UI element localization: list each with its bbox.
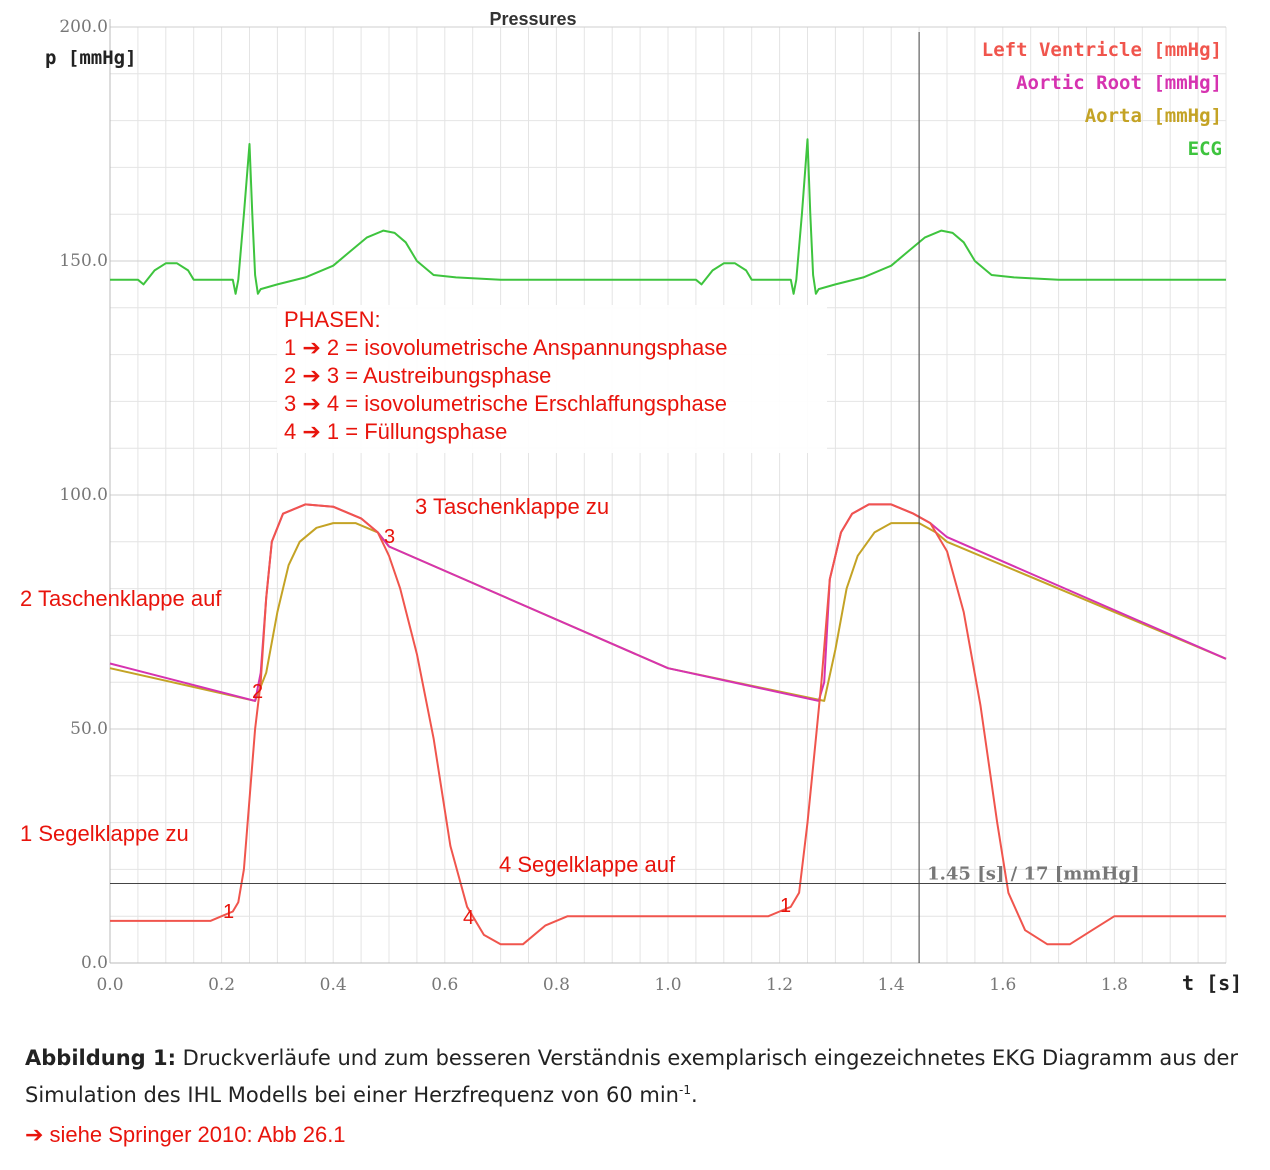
crosshair-cursor: 1.45 [s] / 17 [mmHg] <box>110 32 1226 963</box>
caption-text: Druckverläufe und zum besseren Verständn… <box>25 1046 1239 1107</box>
phases-line-3: 3 ➔ 4 = isovolumetrische Erschlaffungsph… <box>284 391 727 416</box>
cursor-readout: 1.45 [s] / 17 [mmHg] <box>927 863 1139 884</box>
axes <box>109 19 1226 964</box>
legend: Left Ventricle [mmHg] Aortic Root [mmHg] A… <box>982 39 1222 160</box>
legend-entry: Aorta [mmHg] <box>1085 105 1222 127</box>
point-marker-1a: 1 <box>223 901 234 923</box>
y-tick-label: 100.0 <box>59 485 108 505</box>
x-tick-label: 0.8 <box>543 975 570 995</box>
legend-entry: ECG <box>1188 138 1222 160</box>
series-lines <box>109 138 1227 946</box>
y-tick-labels: 200.0 150.0 100.0 50.0 0.0 <box>59 17 108 973</box>
phases-line-4: 4 ➔ 1 = Füllungsphase <box>284 419 507 444</box>
annotation-taschenklappe-zu: 3 Taschenklappe zu <box>415 494 609 519</box>
x-tick-label: 1.6 <box>989 975 1016 995</box>
point-marker-4: 4 <box>463 907 474 929</box>
phases-line-1: 1 ➔ 2 = isovolumetrische Anspannungsphas… <box>284 335 727 360</box>
caption-sup: -1 <box>679 1083 691 1097</box>
y-axis-label: p [mmHg] <box>45 47 137 69</box>
pressure-chart: Pressures p [mmHg] t [s] 200.0150.0100.0… <box>20 9 1243 995</box>
annotation-segelklappe-auf: 4 Segelklappe auf <box>499 852 676 877</box>
caption-label: Abbildung 1: <box>25 1046 176 1070</box>
phases-line-2: 2 ➔ 3 = Austreibungsphase <box>284 363 551 388</box>
legend-entry: Aortic Root [mmHg] <box>1016 72 1222 94</box>
x-tick-label: 1.8 <box>1101 975 1128 995</box>
y-tick-label: 0.0 <box>81 953 108 973</box>
point-marker-2: 2 <box>252 681 263 703</box>
source-reference: ➔ siehe Springer 2010: Abb 26.1 <box>25 1122 346 1147</box>
x-tick-label: 1.2 <box>766 975 793 995</box>
phases-box: PHASEN: 1 ➔ 2 = isovolumetrische Anspann… <box>277 305 827 453</box>
x-tick-label: 0.6 <box>431 975 458 995</box>
x-tick-label: 0.0 <box>96 975 123 995</box>
annotation-segelklappe-zu: 1 Segelklappe zu <box>20 821 189 846</box>
y-tick-label: 50.0 <box>70 719 108 739</box>
x-tick-label: 1.0 <box>654 975 681 995</box>
series-line-3 <box>110 138 1226 295</box>
legend-entry: Left Ventricle [mmHg] <box>982 39 1222 61</box>
figure-caption: Abbildung 1: Druckverläufe und zum besse… <box>25 1042 1255 1111</box>
x-tick-label: 0.2 <box>208 975 235 995</box>
x-axis-label: t [s] <box>1182 971 1242 995</box>
series-line-0 <box>110 503 1226 946</box>
y-tick-label: 150.0 <box>59 251 108 271</box>
grid <box>109 26 1227 964</box>
phases-title: PHASEN: <box>284 307 381 332</box>
caption-end: . <box>690 1083 698 1107</box>
x-tick-label: 0.4 <box>320 975 347 995</box>
y-tick-label: 200.0 <box>59 17 108 37</box>
point-marker-1b: 1 <box>780 895 791 917</box>
point-marker-3: 3 <box>384 526 395 548</box>
chart-title: Pressures <box>489 9 576 29</box>
x-tick-labels: 0.0 0.2 0.4 0.6 0.8 1.0 1.2 1.4 1.6 1.8 <box>96 975 1127 995</box>
annotation-taschenklappe-auf: 2 Taschenklappe auf <box>20 586 222 611</box>
x-tick-label: 1.4 <box>878 975 905 995</box>
